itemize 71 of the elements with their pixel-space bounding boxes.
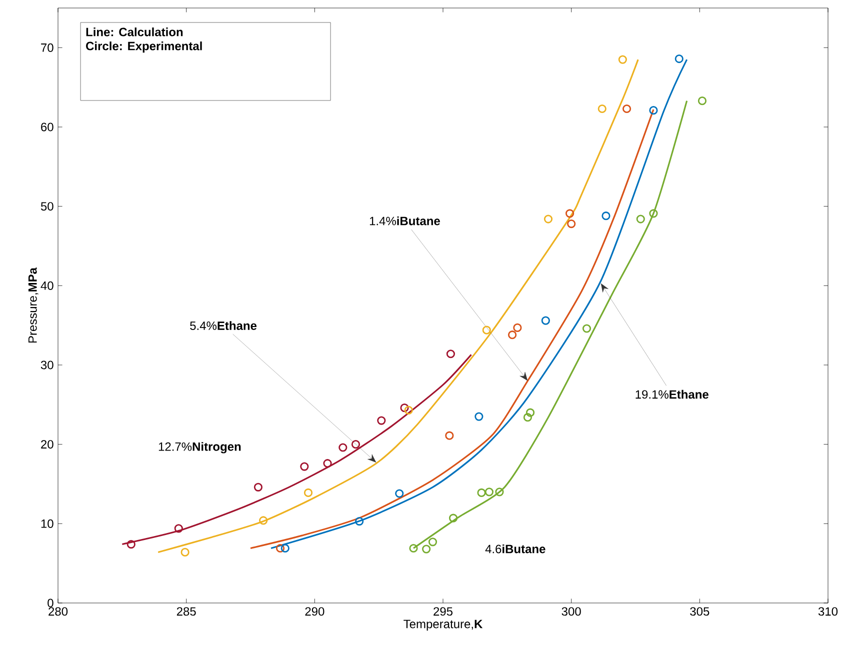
y-tick-label: 40 bbox=[40, 281, 54, 290]
x-tick-label: 310 bbox=[818, 607, 838, 616]
point bbox=[254, 482, 263, 492]
point bbox=[174, 524, 183, 533]
point bbox=[259, 516, 268, 525]
point bbox=[523, 413, 532, 422]
point bbox=[674, 54, 684, 64]
point bbox=[300, 462, 309, 471]
y-tick-label: 30 bbox=[40, 360, 54, 370]
point bbox=[698, 96, 707, 106]
y-tick-label: 0 bbox=[48, 598, 54, 608]
y-tick-label: 50 bbox=[40, 202, 54, 211]
point bbox=[446, 350, 456, 358]
x-tick-label: 280 bbox=[48, 607, 68, 616]
annotation: 1.4%iButane bbox=[370, 216, 440, 226]
point bbox=[355, 516, 364, 526]
point bbox=[508, 330, 517, 340]
x-axis-title: Temperature,K bbox=[404, 620, 483, 631]
point bbox=[526, 408, 535, 417]
x-tick-label: 285 bbox=[176, 607, 196, 616]
point bbox=[482, 326, 491, 334]
point bbox=[409, 544, 418, 553]
y-axis-title: Pressure,MPa bbox=[28, 267, 38, 343]
point bbox=[377, 416, 386, 425]
annotation: 19.1%Ethane bbox=[636, 390, 708, 399]
point bbox=[477, 488, 486, 498]
x-tick-label: 295 bbox=[434, 607, 452, 616]
point bbox=[404, 406, 413, 415]
point bbox=[445, 431, 454, 440]
point bbox=[304, 488, 313, 498]
annotation: 4.6iButane bbox=[485, 544, 546, 554]
y-tick-label: 20 bbox=[41, 440, 54, 449]
point bbox=[495, 488, 504, 496]
line-series bbox=[121, 354, 472, 546]
annotation: Circle: Experimental bbox=[86, 41, 202, 53]
x-tick-label: 290 bbox=[305, 607, 324, 616]
x-tick-label: 305 bbox=[690, 607, 710, 616]
y-tick-label: 70 bbox=[41, 43, 54, 52]
point bbox=[649, 209, 658, 218]
point bbox=[180, 548, 190, 557]
point bbox=[649, 106, 658, 115]
point bbox=[598, 104, 606, 114]
annotation: 5.4%Ethane bbox=[190, 321, 257, 330]
point bbox=[618, 55, 627, 64]
point bbox=[280, 544, 290, 553]
point bbox=[400, 404, 409, 412]
y-tick-label: 10 bbox=[41, 519, 54, 528]
point bbox=[567, 219, 576, 228]
point bbox=[351, 440, 360, 449]
point bbox=[474, 412, 484, 421]
point bbox=[541, 316, 550, 325]
point bbox=[422, 544, 431, 554]
point bbox=[448, 514, 458, 522]
point bbox=[126, 540, 136, 549]
point bbox=[428, 538, 438, 546]
annotation: 12.7%Nitrogen bbox=[158, 442, 241, 454]
point bbox=[395, 489, 404, 498]
annotation: Line: Calculation bbox=[86, 27, 183, 36]
point bbox=[484, 488, 494, 496]
point bbox=[544, 214, 553, 224]
point bbox=[323, 459, 332, 468]
point bbox=[338, 443, 348, 452]
point bbox=[566, 209, 574, 218]
point bbox=[582, 324, 592, 333]
y-tick-label: 60 bbox=[41, 122, 54, 132]
x-tick-label: 300 bbox=[562, 607, 581, 616]
point bbox=[636, 214, 645, 224]
point bbox=[602, 212, 610, 220]
point bbox=[276, 544, 285, 553]
point bbox=[513, 323, 522, 332]
point bbox=[622, 104, 632, 114]
